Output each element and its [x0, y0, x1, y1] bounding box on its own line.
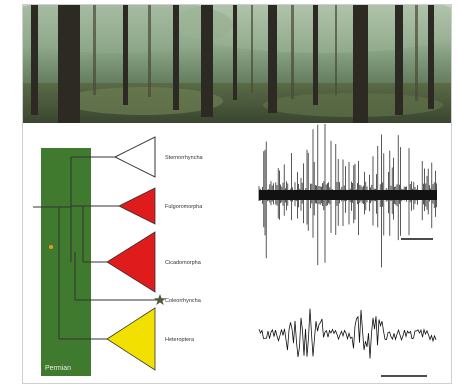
rainforest-photo	[23, 5, 451, 123]
figure-diagram: Permian	[33, 124, 437, 377]
taxon-label-heteroptera: Heteroptera	[165, 337, 195, 343]
taxon-label-fulgoromorpha: Fulgoromorpha	[165, 204, 203, 210]
vibrational-signal-top	[258, 124, 437, 268]
taxon-label-sternorrhyncha: Sternorrhyncha	[165, 155, 204, 161]
heteroptera-triangle	[106, 307, 156, 371]
vibrational-signal-bottom	[258, 308, 437, 359]
star-icon	[154, 294, 166, 305]
fulgoromorpha-triangle	[118, 187, 156, 225]
sternorrhyncha-triangle	[113, 136, 156, 178]
taxon-label-coleorrhyncha: Coleorrhyncha	[165, 298, 202, 304]
taxon-label-cicadomorpha: Cicadomorpha	[165, 260, 202, 266]
phylogeny-tree	[33, 156, 157, 340]
dot-icon	[49, 245, 53, 249]
figure-frame: Permian	[22, 4, 452, 384]
signal-trace-bottom	[258, 308, 437, 359]
permian-label: Permian	[45, 365, 71, 372]
signal-band-top	[259, 190, 437, 200]
phylogeny-and-signals-panel: Permian	[23, 124, 451, 383]
cicadomorpha-triangle	[106, 231, 156, 293]
rainforest-image	[23, 5, 451, 123]
